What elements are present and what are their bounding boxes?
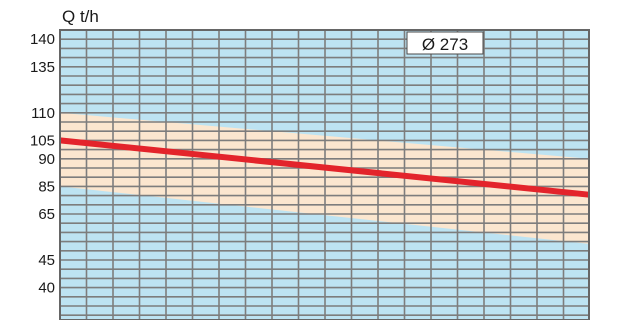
series-line: [59, 137, 590, 198]
y-tick-label: 45: [38, 252, 55, 269]
plot-frame: [59, 29, 590, 320]
y-tick-label: 85: [38, 178, 55, 195]
y-tick-label: 90: [38, 151, 55, 168]
diameter-badge-label: Ø 273: [422, 35, 468, 54]
y-tick-label: 65: [38, 206, 55, 223]
y-tick-label: 110: [31, 105, 55, 122]
plot-area: [59, 29, 590, 320]
diameter-badge: Ø 273: [406, 31, 484, 55]
y-tick-label: 105: [30, 132, 55, 149]
y-axis-label: Q t/h: [62, 7, 99, 26]
y-tick-label: 135: [30, 59, 55, 76]
y-axis: 140 135 110 105 90 85 65 45 40: [30, 31, 55, 296]
y-tick-label: 140: [30, 31, 55, 48]
y-tick-label: 40: [38, 280, 55, 297]
